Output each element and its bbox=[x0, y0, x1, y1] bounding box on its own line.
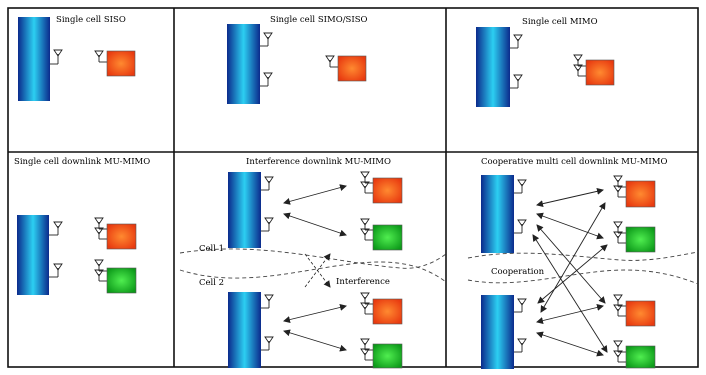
antenna-icon bbox=[49, 263, 63, 278]
antenna-icon bbox=[360, 292, 373, 305]
antenna-icon bbox=[49, 221, 63, 236]
user-terminal-red-icon bbox=[106, 223, 137, 250]
antenna-icon bbox=[613, 294, 626, 307]
antenna-icon bbox=[514, 179, 527, 194]
antenna-icon bbox=[261, 217, 274, 232]
antenna-icon bbox=[325, 55, 338, 68]
user-terminal-red-icon bbox=[585, 59, 615, 86]
user-terminal-green-icon bbox=[372, 224, 403, 251]
link-arrow bbox=[283, 329, 347, 352]
antenna-icon bbox=[360, 302, 373, 315]
base-station-icon bbox=[481, 175, 514, 253]
antenna-icon bbox=[360, 348, 373, 361]
antenna-icon bbox=[261, 336, 274, 351]
user-terminal-green-icon bbox=[625, 226, 656, 253]
antenna-icon bbox=[514, 219, 527, 234]
link-arrow bbox=[536, 187, 604, 208]
panel-title: Single cell SIMO/SISO bbox=[270, 15, 368, 25]
antenna-icon bbox=[260, 32, 273, 47]
panel-title: Single cell MIMO bbox=[522, 17, 598, 27]
base-station-icon bbox=[228, 172, 261, 248]
base-station-icon bbox=[476, 27, 510, 107]
user-terminal-green-icon bbox=[372, 343, 403, 369]
antenna-icon bbox=[260, 72, 273, 87]
interference-arrow bbox=[304, 253, 331, 288]
panel-title: Single cell SISO bbox=[56, 15, 126, 25]
cell-boundary-curve bbox=[467, 251, 699, 261]
cooperation-label: Cooperation bbox=[491, 267, 545, 277]
link-arrow bbox=[283, 184, 347, 205]
user-terminal-red-icon bbox=[337, 55, 367, 82]
antenna-icon bbox=[261, 294, 274, 309]
panel-single-cell-downlink-mu-mimo: Single cell downlink MU-MIMO bbox=[14, 157, 150, 295]
antenna-icon bbox=[613, 304, 626, 317]
panel-single-cell-simo-siso: Single cell SIMO/SISO bbox=[227, 15, 368, 104]
link-arrow bbox=[283, 212, 347, 237]
user-terminal-red-icon bbox=[372, 298, 403, 325]
antenna-icon bbox=[514, 298, 527, 313]
antenna-icon bbox=[510, 74, 523, 89]
link-arrow bbox=[536, 224, 606, 304]
antenna-icon bbox=[613, 175, 626, 188]
antenna-icon bbox=[573, 64, 586, 77]
link-arrow bbox=[536, 212, 604, 240]
antenna-icon bbox=[510, 34, 523, 49]
antenna-icon bbox=[573, 54, 586, 67]
panel-title: Interference downlink MU-MIMO bbox=[246, 157, 391, 167]
base-station-icon bbox=[227, 24, 260, 104]
base-station-icon bbox=[228, 292, 261, 368]
panel-single-cell-siso: Single cell SISO bbox=[18, 15, 136, 101]
link-arrow bbox=[283, 304, 347, 323]
link-arrow bbox=[536, 304, 604, 324]
antenna-icon bbox=[360, 171, 373, 184]
antenna-icon bbox=[360, 218, 373, 231]
antenna-icon bbox=[94, 269, 107, 282]
cell-boundary-curve bbox=[179, 261, 447, 283]
antenna-icon bbox=[94, 50, 107, 63]
antenna-icon bbox=[613, 231, 626, 244]
link-arrow bbox=[532, 234, 608, 353]
antenna-icon bbox=[613, 350, 626, 363]
user-terminal-red-icon bbox=[106, 50, 136, 77]
antenna-icon bbox=[613, 221, 626, 234]
antenna-icon bbox=[94, 259, 107, 272]
user-terminal-green-icon bbox=[625, 345, 656, 369]
cell-1-label: Cell 1 bbox=[199, 244, 224, 254]
antenna-icon bbox=[94, 227, 107, 240]
panel-title: Cooperative multi cell downlink MU-MIMO bbox=[481, 157, 667, 167]
link-arrow bbox=[536, 331, 604, 357]
antenna-icon bbox=[360, 338, 373, 351]
user-terminal-red-icon bbox=[625, 180, 656, 208]
link-arrow bbox=[537, 244, 608, 304]
antenna-icon bbox=[50, 49, 63, 65]
cell-2-label: Cell 2 bbox=[199, 278, 224, 288]
panel-title: Single cell downlink MU-MIMO bbox=[14, 157, 150, 167]
base-station-icon bbox=[18, 17, 50, 101]
user-terminal-green-icon bbox=[106, 267, 137, 294]
antenna-icon bbox=[360, 181, 373, 194]
base-station-icon bbox=[17, 215, 49, 295]
panel-single-cell-mimo: Single cell MIMO bbox=[476, 17, 615, 107]
antenna-icon bbox=[94, 217, 107, 230]
panel-grid bbox=[7, 7, 699, 368]
user-terminal-red-icon bbox=[625, 300, 656, 327]
cooperative-link-arrows bbox=[532, 187, 608, 357]
panel-cooperative-multi-cell-downlink-mu-mimo: Cooperative multi cell downlink MU-MIMO … bbox=[467, 157, 699, 369]
antenna-icon bbox=[261, 176, 274, 191]
antenna-icon bbox=[514, 338, 527, 353]
antenna-icon bbox=[360, 228, 373, 241]
user-terminal-red-icon bbox=[372, 177, 403, 204]
antenna-icon bbox=[613, 185, 626, 198]
panel-interference-downlink-mu-mimo: Interference downlink MU-MIMO Cell 1 Cel… bbox=[179, 157, 447, 369]
interference-label: Interference bbox=[336, 277, 390, 287]
base-station-icon bbox=[481, 295, 514, 369]
antenna-icon bbox=[613, 340, 626, 353]
